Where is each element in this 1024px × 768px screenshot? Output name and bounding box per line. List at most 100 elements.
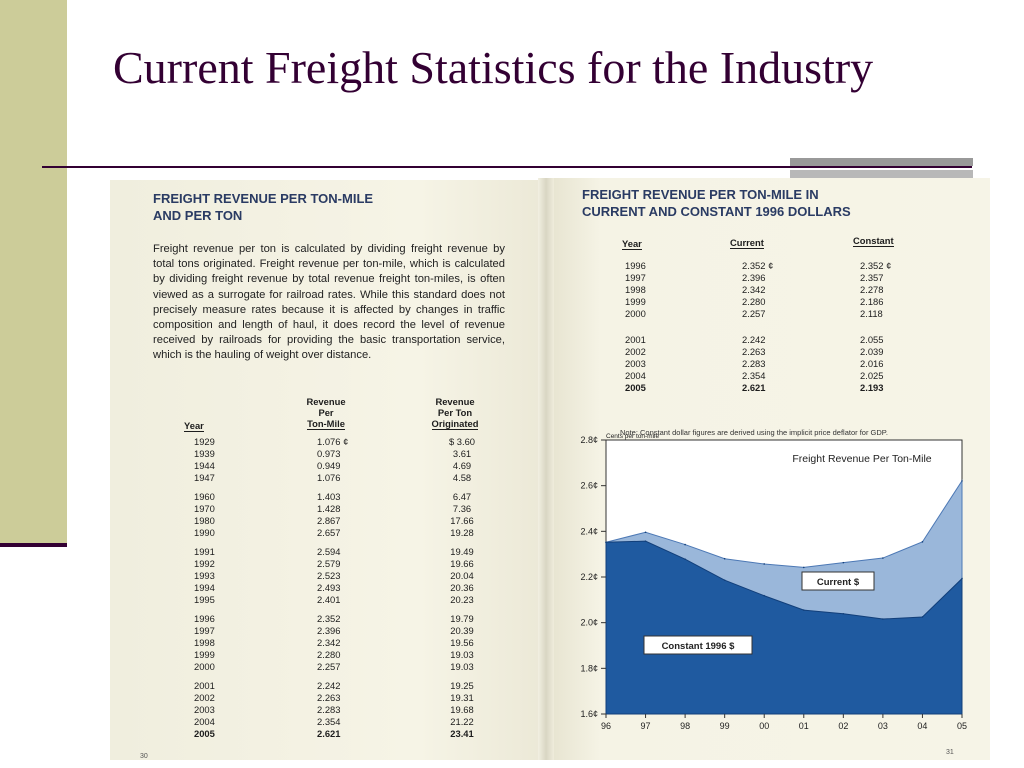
left-page-number: 30 xyxy=(140,753,148,760)
table-row: 2000 2.257 2.118 xyxy=(625,308,920,320)
table-row: 2002 2.263 19.31 xyxy=(194,692,507,704)
y-tick-label: 1.8¢ xyxy=(580,663,598,673)
book-gutter xyxy=(538,178,554,760)
data-point xyxy=(605,541,607,544)
table-cell: 2.263 xyxy=(742,345,766,357)
table-cell: 2.594 xyxy=(317,545,341,557)
table-cell: 2003 xyxy=(625,357,646,369)
right-page-note: Note: Constant dollar figures are derive… xyxy=(620,428,888,437)
title-accent-bar-lower xyxy=(790,170,973,178)
table-cell: 1990 xyxy=(194,527,215,539)
table-cell: 2.278 xyxy=(860,284,884,296)
table-row: 2004 2.354 21.22 xyxy=(194,716,507,728)
table-row: 1939 0.973 3.61 xyxy=(194,448,507,460)
table-cell: 19.79 xyxy=(450,612,474,624)
left-accent-strip xyxy=(0,0,67,545)
table-cell: 2000 xyxy=(194,661,215,673)
table-row: 1944 0.949 4.69 xyxy=(194,460,507,472)
table-cell: 2.396 xyxy=(742,272,766,284)
table-cell: 1.076 ¢ xyxy=(317,436,349,447)
table-cell: 1997 xyxy=(625,272,646,284)
table-row: 2004 2.354 2.025 xyxy=(625,370,920,382)
y-axis-label: Cents per ton-mile xyxy=(606,433,659,440)
table-cell: 19.56 xyxy=(450,636,474,648)
table-cell: 1992 xyxy=(194,557,215,569)
table-row: 1970 1.428 7.36 xyxy=(194,503,507,515)
table-cell: 1.428 xyxy=(317,502,341,514)
table-cell: 2.657 xyxy=(317,527,341,539)
data-point xyxy=(644,531,647,534)
left-heading-line-2: AND PER TON xyxy=(153,208,243,223)
table-cell: 2.257 xyxy=(317,661,341,673)
y-tick-label: 2.0¢ xyxy=(580,618,598,628)
left-col-per-ton-mile-header: Revenue Per Ton-Mile xyxy=(306,396,346,430)
table-row: 2005 2.621 23.41 xyxy=(194,728,507,740)
title-accent-bar xyxy=(790,158,973,166)
table-row: 1998 2.342 2.278 xyxy=(625,284,920,296)
table-cell: 23.41 xyxy=(450,728,474,740)
table-cell: 2.280 xyxy=(317,649,341,661)
table-cell: 19.31 xyxy=(450,691,474,703)
freight-revenue-chart: 1.6¢ 1.8¢ 2.0¢ 2.2¢ 2.4¢ 2.6¢ 2.8¢ 96 97 98 99 00 01… xyxy=(580,433,967,731)
table-cell: 4.58 xyxy=(452,472,472,484)
data-point xyxy=(802,566,805,569)
table-cell: 2.352 ¢ xyxy=(860,260,892,271)
data-point xyxy=(763,594,766,597)
book-photo: FREIGHT REVENUE PER TON-MILE AND PER TON… xyxy=(110,178,990,760)
table-row: 2001 2.242 2.055 xyxy=(625,334,920,346)
table-cell: 2.621 xyxy=(317,728,341,740)
y-tick-label: 1.6¢ xyxy=(580,709,598,719)
left-heading-line-1: FREIGHT REVENUE PER TON-MILE xyxy=(153,191,374,206)
x-tick-label: 02 xyxy=(838,721,848,731)
table-cell: 1929 xyxy=(194,436,215,447)
table-cell: 2.352 xyxy=(317,612,341,624)
table-row-group: 1991 2.594 19.49 1992 2.579 19.66 1993 2.523 20.… xyxy=(194,546,507,606)
table-row: 2005 2.621 2.193 xyxy=(625,382,920,394)
data-point xyxy=(644,540,647,542)
table-cell: 1960 xyxy=(194,490,215,502)
data-point xyxy=(723,557,726,560)
table-row-group: 1996 2.352 19.79 1997 2.396 20.39 1998 2.342 19.… xyxy=(194,613,507,673)
table-row: 1997 2.396 2.357 xyxy=(625,272,920,284)
table-cell: 2.186 xyxy=(860,296,884,308)
table-cell: 1944 xyxy=(194,460,215,472)
table-cell: 1.076 xyxy=(317,472,341,484)
title-rule xyxy=(42,166,972,168)
table-cell: 2.342 xyxy=(317,636,341,648)
slide-title: Current Freight Statistics for the Indus… xyxy=(113,42,874,93)
table-cell: 2002 xyxy=(194,691,215,703)
data-point xyxy=(684,543,686,546)
table-row-group: 1960 1.403 6.47 1970 1.428 7.36 1980 2.867 17.66… xyxy=(194,491,507,539)
x-tick-label: 96 xyxy=(601,721,611,731)
data-point xyxy=(842,561,845,564)
table-cell: 2.280 xyxy=(742,296,766,308)
table-cell: 2.357 xyxy=(860,272,884,284)
x-tick-label: 04 xyxy=(917,721,927,731)
table-cell: 1.403 xyxy=(317,490,341,502)
table-row: 1960 1.403 6.47 xyxy=(194,491,507,503)
table-cell: 1997 xyxy=(194,624,215,636)
table-cell: 0.949 xyxy=(317,460,341,472)
table-cell: 1970 xyxy=(194,502,215,514)
table-row: 2003 2.283 19.68 xyxy=(194,704,507,716)
table-cell: 4.69 xyxy=(452,460,472,472)
table-row: 1993 2.523 20.04 xyxy=(194,570,507,582)
x-tick-label: 05 xyxy=(957,721,967,731)
table-cell: 2.283 xyxy=(317,703,341,715)
left-col-year-header: Year xyxy=(184,420,204,432)
table-cell: 2.257 xyxy=(742,308,766,320)
table-row: 1999 2.280 19.03 xyxy=(194,649,507,661)
table-cell: 2.493 xyxy=(317,582,341,594)
table-cell: 2.242 xyxy=(317,679,341,691)
table-cell: 2005 xyxy=(625,381,646,393)
table-cell: 1947 xyxy=(194,472,215,484)
data-point xyxy=(921,541,924,543)
table-cell: 2004 xyxy=(194,716,215,728)
left-page-heading: FREIGHT REVENUE PER TON-MILE AND PER TON xyxy=(153,190,373,224)
table-cell: 1998 xyxy=(194,636,215,648)
table-row: 1996 2.352 ¢ 2.352 ¢ xyxy=(625,260,920,272)
data-point xyxy=(921,616,924,618)
legend-box-constant xyxy=(643,635,753,655)
table-row: 1980 2.867 17.66 xyxy=(194,515,507,527)
table-row-group: 2001 2.242 19.25 2002 2.263 19.31 2003 2.283 19.… xyxy=(194,680,507,740)
